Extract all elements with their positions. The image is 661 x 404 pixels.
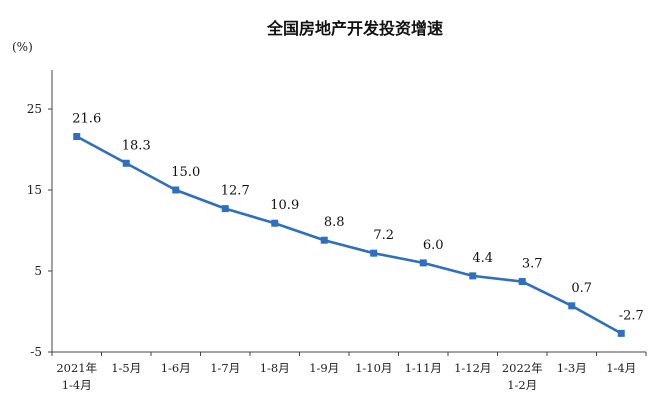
- data-label: 12.7: [221, 184, 250, 199]
- x-tick-label-line: 1-5月: [111, 361, 141, 375]
- x-tick-label: 1-9月: [309, 361, 339, 375]
- x-tick-label: 1-4月: [606, 361, 636, 375]
- x-tick-label-line: 1-8月: [260, 361, 290, 375]
- x-tick-label-line: 1-3月: [557, 361, 587, 375]
- data-label: 0.7: [571, 281, 592, 296]
- y-tick-label: 15: [27, 183, 42, 197]
- x-tick-label-line: 1-2月: [507, 378, 537, 392]
- data-label: 10.9: [270, 198, 299, 213]
- data-point: [518, 278, 526, 286]
- data-point: [320, 236, 328, 244]
- x-tick-label: 1-6月: [161, 361, 191, 375]
- y-tick-label: 25: [27, 102, 42, 116]
- data-point: [122, 159, 130, 167]
- x-tick-label-line: 1-6月: [161, 361, 191, 375]
- data-point: [617, 329, 625, 337]
- x-tick-label: 1-10月: [355, 361, 392, 375]
- x-tick-label: 1-12月: [454, 361, 491, 375]
- x-tick-label-line: 1-9月: [309, 361, 339, 375]
- x-tick-label: 1-8月: [260, 361, 290, 375]
- data-point: [172, 186, 180, 194]
- x-tick-label: 1-7月: [210, 361, 240, 375]
- data-label: 6.0: [423, 238, 444, 253]
- y-ticks: 25 15 5 -5: [27, 102, 52, 359]
- data-label: 15.0: [171, 165, 200, 180]
- x-tick-label-line: 1-11月: [405, 361, 442, 375]
- x-tick-label-line: 1-10月: [355, 361, 392, 375]
- data-label: 3.7: [522, 257, 543, 272]
- x-tick-label-line: 2022年: [502, 361, 543, 375]
- data-points: [73, 133, 625, 337]
- x-tick-label-line: 1-4月: [606, 361, 636, 375]
- data-point: [73, 133, 81, 141]
- data-labels: 21.6 18.3 15.0 12.7 10.9 8.8 7.2 6.0 4.4 3.7 0.7 -2…: [72, 112, 644, 324]
- y-unit-label: (%): [12, 40, 33, 54]
- x-tick-label: 2021年 1-4月: [56, 361, 97, 392]
- data-point: [419, 259, 427, 267]
- data-label: 8.8: [324, 215, 345, 230]
- data-point: [568, 302, 576, 310]
- x-tick-label: 1-3月: [557, 361, 587, 375]
- series-line: [76, 135, 622, 335]
- data-label: 21.6: [72, 112, 101, 127]
- chart-title: 全国房地产开发投资增速: [266, 19, 443, 38]
- x-ticks: 2021年 1-4月 1-5月 1-6月 1-7月 1-8月 1-9月 1-10月 1-11月 1…: [51, 352, 647, 392]
- x-tick-label: 2022年 1-2月: [502, 361, 543, 392]
- x-tick-label-line: 1-12月: [454, 361, 491, 375]
- y-tick-label: 5: [34, 264, 42, 278]
- data-point: [370, 249, 378, 257]
- data-label: -2.7: [619, 308, 644, 323]
- data-point: [221, 205, 229, 213]
- data-label: 7.2: [373, 228, 394, 243]
- data-label: 18.3: [122, 138, 151, 153]
- x-tick-label-line: 2021年: [56, 361, 97, 375]
- data-label: 4.4: [472, 251, 493, 266]
- x-tick-label-line: 1-7月: [210, 361, 240, 375]
- data-point: [469, 272, 477, 280]
- x-tick-label: 1-5月: [111, 361, 141, 375]
- y-tick-label: -5: [30, 345, 42, 359]
- x-tick-label: 1-11月: [405, 361, 442, 375]
- x-tick-label-line: 1-4月: [62, 378, 92, 392]
- data-point: [271, 219, 279, 227]
